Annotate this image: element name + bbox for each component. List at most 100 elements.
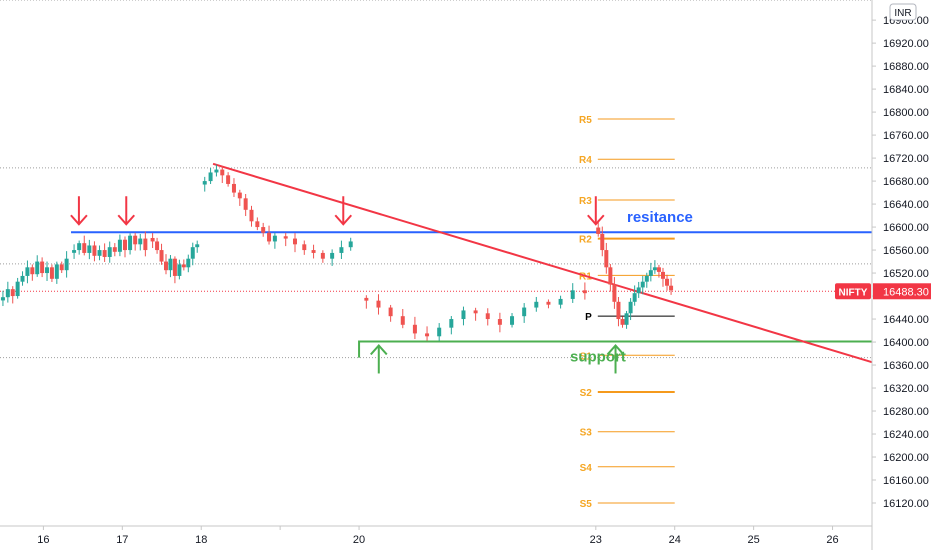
annotation-lines[interactable] [71, 162, 873, 364]
y-tick-label: 16880.00 [883, 61, 929, 73]
candle-body [255, 221, 260, 228]
y-tick-label: 16120.00 [883, 498, 929, 510]
candle-body [400, 316, 405, 325]
candle-body [20, 275, 25, 282]
candle-body [159, 250, 164, 262]
candle-body [143, 238, 148, 251]
candle-body [364, 297, 369, 301]
resistance-label: resitance [627, 209, 693, 226]
price-tag [873, 283, 931, 300]
support-label: support [570, 348, 626, 365]
arrow-down-annotation [587, 196, 605, 226]
symbol-tag [835, 283, 871, 300]
candle-body [226, 175, 231, 184]
candle-body [64, 258, 69, 271]
y-tick-label: 16240.00 [883, 429, 929, 441]
y-tick-label: 16600.00 [883, 222, 929, 234]
candle-body [473, 310, 478, 314]
grid [0, 0, 872, 359]
axis-ticks: 16120.00 16160.00 16200.00 16240.00 16280.00… [37, 15, 929, 546]
candle-body [202, 181, 207, 185]
x-tick-label: 25 [748, 534, 760, 546]
arrow-up-annotation [370, 343, 388, 374]
y-tick-label: 16400.00 [883, 337, 929, 349]
candle-body [77, 243, 82, 251]
y-tick-label: 16280.00 [883, 406, 929, 418]
pivot-label-r2: R2 [579, 235, 592, 246]
candle-body [582, 290, 587, 294]
candle-body [5, 289, 10, 298]
y-tick-label: 16320.00 [883, 383, 929, 395]
y-tick-label: 16920.00 [883, 38, 929, 50]
candle-body [35, 261, 40, 275]
pivot-label-s2: S2 [580, 388, 593, 399]
arrow-head [370, 343, 388, 356]
candle-body [155, 241, 160, 251]
candle-body [620, 319, 625, 325]
pivot-label-s4: S4 [580, 463, 593, 474]
candle-body [163, 261, 168, 271]
pivot-label-r3: R3 [579, 196, 592, 207]
candle-body [388, 307, 393, 317]
y-tick-label: 16760.00 [883, 130, 929, 142]
candle-body [660, 271, 665, 279]
y-tick-label: 16640.00 [883, 199, 929, 211]
arrow-down-annotation [70, 196, 88, 226]
axes [0, 0, 873, 550]
candle-body [220, 169, 225, 176]
candle-body [117, 239, 122, 252]
price-tag-text: 16488.30 [883, 286, 929, 298]
x-tick-label: 24 [669, 534, 681, 546]
candle-body [186, 258, 191, 268]
y-tick-label: 16680.00 [883, 176, 929, 188]
candle-body [320, 252, 325, 259]
candle-body [628, 301, 633, 314]
candle-body [283, 236, 288, 239]
candle-body [25, 267, 30, 276]
candle-body [243, 198, 248, 210]
currency-badge[interactable]: INR [889, 3, 917, 21]
candle-body [208, 172, 213, 182]
arrow-head [334, 214, 353, 226]
currency-badge-box[interactable] [889, 3, 917, 21]
candle-body [112, 247, 117, 252]
candle-body [461, 310, 466, 320]
arrow-down-annotation [334, 196, 353, 226]
candle-body [437, 327, 442, 337]
candle-body [510, 316, 515, 325]
candle-body [168, 258, 173, 271]
candle-body [102, 250, 107, 257]
pivot-levels: R5R4R3R2R1PS1S2S3S4S5 [579, 115, 675, 510]
candle-body [92, 245, 97, 256]
arrow-annotations [70, 196, 625, 374]
candle-body [138, 238, 143, 245]
y-tick-label: 16840.00 [883, 84, 929, 96]
y-tick-label: 16160.00 [883, 475, 929, 487]
candle-body [596, 227, 601, 234]
arrow-head [606, 343, 625, 356]
support-line [358, 340, 872, 358]
arrow-down-annotation [117, 196, 136, 226]
candle-body [59, 264, 64, 271]
candle-body [632, 293, 637, 302]
pivot-label-s3: S3 [580, 428, 593, 439]
candle-body [640, 281, 645, 288]
candle-body [669, 285, 674, 291]
candle-body [128, 235, 133, 251]
x-tick-label: 16 [37, 534, 49, 546]
candle-body [665, 278, 670, 286]
candle-body [612, 284, 617, 302]
pivot-label-r4: R4 [579, 155, 592, 166]
candle-body [648, 270, 653, 276]
candle-body [497, 319, 502, 325]
candle-body [195, 244, 200, 248]
candle-body [107, 247, 112, 257]
pivot-label-s5: S5 [580, 499, 593, 510]
candle-body [485, 313, 490, 320]
candle-body [97, 250, 102, 256]
candle-body [624, 313, 629, 325]
candle-body [656, 267, 661, 272]
x-tick-label: 18 [195, 534, 207, 546]
candle-body [10, 289, 15, 297]
